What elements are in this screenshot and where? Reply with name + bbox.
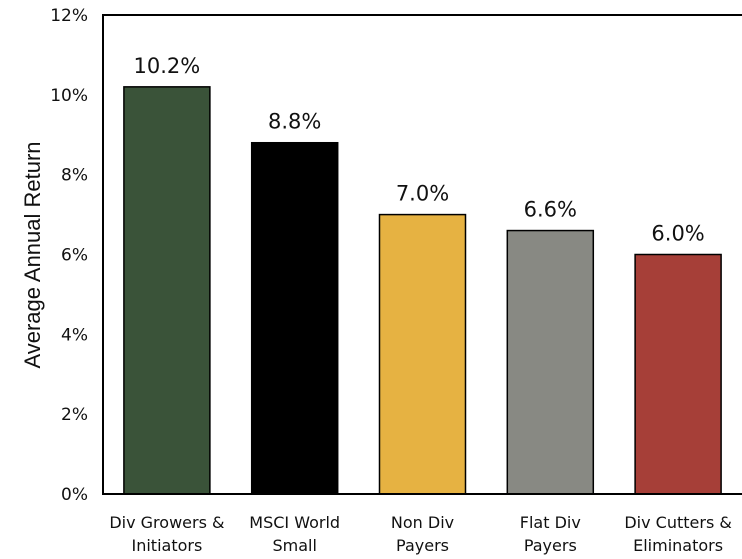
bar [634,253,722,495]
y-tick-label: 8% [61,166,88,186]
data-label: 7.0% [396,182,449,206]
plot-frame [102,14,742,495]
category-label: Non Div Payers [391,513,454,555]
data-label: 6.0% [651,222,704,246]
data-labels: 10.2% 8.8% 7.0% 6.6% 6.0% [134,54,705,246]
category-label: Flat Div Payers [520,513,581,555]
bars [123,86,722,495]
bar [506,229,595,495]
data-label: 8.8% [268,110,321,134]
category-labels: Div Growers & Initiators MSCI World Small No… [109,513,732,555]
data-label: 6.6% [524,198,577,222]
bar [123,86,211,495]
bar [250,141,339,495]
y-tick-label: 6% [61,246,88,266]
category-label: MSCI World Small [249,513,340,555]
y-tick-label: 10% [50,86,88,106]
y-tick-label: 12% [50,6,88,26]
y-tick-label: 2% [61,405,88,425]
y-tick-label: 4% [61,325,88,345]
category-label: Div Cutters & Eliminators [624,513,732,555]
category-label: Div Growers & Initiators [109,513,224,555]
y-tick-label: 0% [61,485,88,505]
bar [378,213,467,495]
y-axis-title: Average Annual Return [20,141,45,368]
data-label: 10.2% [134,54,201,78]
y-axis-ticks: 0% 2% 4% 6% 8% 10% 12% [50,6,88,505]
